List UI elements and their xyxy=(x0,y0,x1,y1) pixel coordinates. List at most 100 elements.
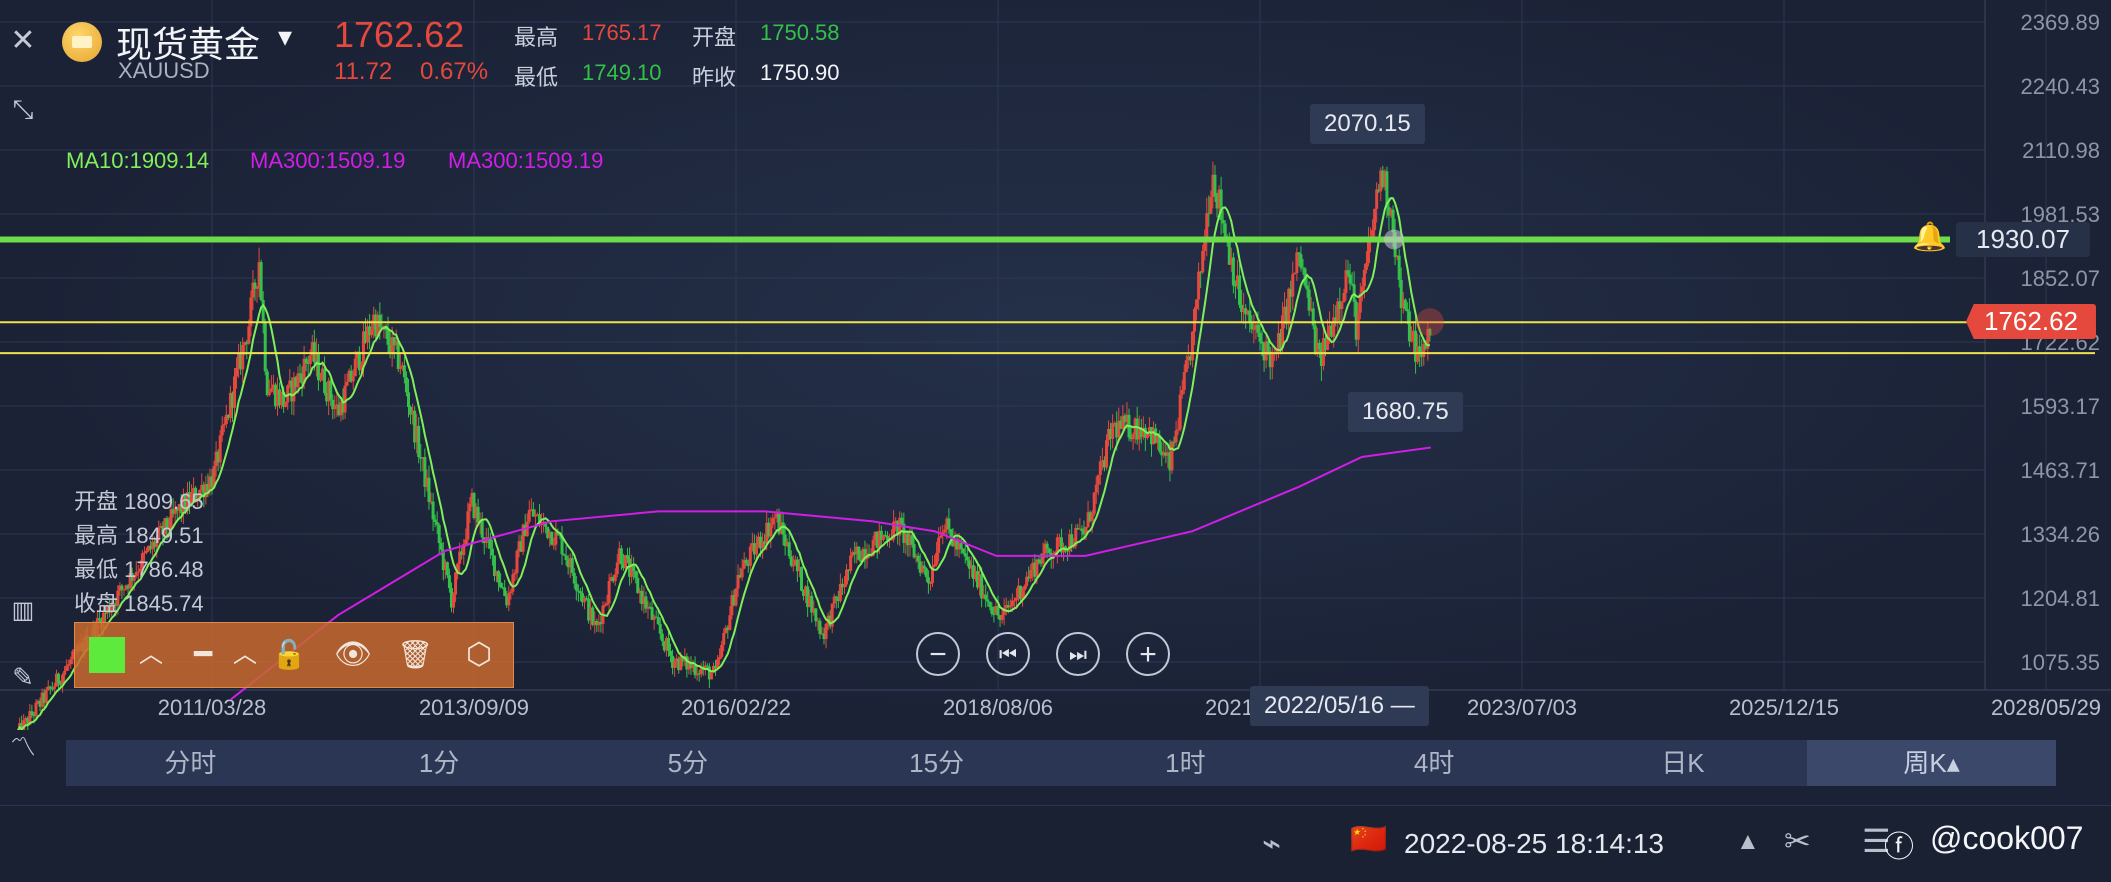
tab-5min[interactable]: 5分 xyxy=(667,748,709,778)
connection-icon[interactable]: ⌁ xyxy=(1262,825,1282,861)
indicator-tool-icon[interactable]: 〽 xyxy=(9,732,36,762)
price-change-pct: 0.67% xyxy=(420,58,489,85)
candle-body-80 xyxy=(179,504,183,514)
tab-daily[interactable]: 日K xyxy=(1661,748,1705,778)
candle-body-11 xyxy=(38,700,42,707)
candle-body-151 xyxy=(325,392,329,402)
candle-body-486 xyxy=(1010,600,1014,606)
candle-body-548 xyxy=(1137,428,1141,440)
candle-body-461 xyxy=(959,543,963,549)
candle-body-493 xyxy=(1025,576,1029,586)
tab-1min[interactable]: 1分 xyxy=(418,748,460,778)
candle-body-14 xyxy=(44,689,48,703)
candle-body-381 xyxy=(795,559,799,572)
candle-body-632 xyxy=(1309,308,1313,311)
color-swatch[interactable] xyxy=(89,637,125,673)
green-line-price-tag[interactable]: 1930.07 xyxy=(1956,222,2090,257)
candle-body-436 xyxy=(908,535,912,546)
candle-body-102 xyxy=(224,414,228,425)
candle-body-351 xyxy=(734,588,738,606)
candle-body-107 xyxy=(235,367,239,377)
candle-body-383 xyxy=(800,567,803,591)
timeframe-tabs[interactable]: 分时 1分 5分 15分 1时 4时 日K 周K▴ xyxy=(66,740,2056,786)
candle-body-50 xyxy=(118,585,122,591)
chevron-up-icon[interactable]: ︿ xyxy=(233,641,257,668)
candle-body-350 xyxy=(732,595,736,606)
candle-body-137 xyxy=(296,373,300,388)
candle-body-390 xyxy=(814,608,818,622)
tab-1hour[interactable]: 1时 xyxy=(1165,748,1206,778)
candle-body-557 xyxy=(1156,435,1160,444)
candle-body-175 xyxy=(374,314,378,337)
tab-15min[interactable]: 15分 xyxy=(909,748,965,778)
trash-icon[interactable]: 🗑 xyxy=(397,639,433,670)
candle-body-609 xyxy=(1262,343,1266,361)
unlock-icon[interactable]: 🔓 xyxy=(271,639,307,670)
candle-body-636 xyxy=(1317,342,1321,350)
candle-body-503 xyxy=(1045,543,1049,549)
current-price-tag: 1762.62 xyxy=(1966,304,2096,339)
pencil-tool-icon[interactable]: ✎ xyxy=(12,662,34,692)
chevron-up-icon[interactable]: ︿ xyxy=(139,641,163,668)
candle-body-59 xyxy=(136,571,140,573)
chevron-up-icon[interactable]: ▲ xyxy=(1736,828,1760,855)
tools-icon[interactable]: ✂ xyxy=(1784,823,1811,859)
tab-4hour[interactable]: 4时 xyxy=(1413,748,1455,778)
zoom-out-button[interactable]: − xyxy=(916,632,960,676)
tab-timeshare[interactable]: 分时 xyxy=(164,748,217,778)
candle-body-267 xyxy=(562,554,566,556)
instrument-name[interactable]: 现货黄金 xyxy=(116,24,261,65)
settings-icon[interactable]: ⬡ xyxy=(465,638,493,671)
candle-body-521 xyxy=(1082,531,1086,535)
candle-body-244 xyxy=(515,550,519,573)
candle-body-400 xyxy=(834,596,838,599)
tab-weekly[interactable]: 周K▴ xyxy=(1807,740,2056,786)
candle-body-466 xyxy=(969,565,973,569)
candle-body-570 xyxy=(1182,372,1186,390)
prev-close-value: 1750.90 xyxy=(760,60,840,85)
candle-body-95 xyxy=(210,476,214,488)
low-label: 最低 xyxy=(514,65,559,90)
candle-body-465 xyxy=(967,560,971,569)
candle-body-552 xyxy=(1145,431,1149,438)
price-chart[interactable]: 2369.892240.432110.981981.531852.071722.… xyxy=(0,0,2111,730)
zoom-in-button[interactable]: + xyxy=(1126,632,1170,676)
candle-body-679 xyxy=(1405,309,1409,312)
candle-body-209 xyxy=(443,562,447,571)
candle-body-527 xyxy=(1094,484,1098,493)
chevron-down-icon[interactable]: ▾ xyxy=(278,21,293,52)
candle-body-659 xyxy=(1364,263,1368,270)
jump-start-button[interactable]: ⏮ xyxy=(986,632,1030,676)
candle-body-119 xyxy=(259,262,263,300)
line-style-icon[interactable]: ━ xyxy=(193,638,213,671)
candle-body-121 xyxy=(263,323,267,372)
chart-area[interactable]: 2369.89 2240.43 2110.98 1981.53 1852.07 1722.… xyxy=(0,0,2111,730)
candle-body-173 xyxy=(370,329,374,336)
candle-body-266 xyxy=(560,535,564,555)
candle-body-325 xyxy=(681,656,685,662)
candle-body-544 xyxy=(1129,437,1133,440)
candle-body-471 xyxy=(980,574,984,599)
candle-body-53 xyxy=(124,585,128,590)
candle-body-316 xyxy=(662,641,666,651)
candle-body-156 xyxy=(335,404,339,407)
candle-body-376 xyxy=(785,542,789,546)
candle-body-596 xyxy=(1235,275,1239,287)
eye-icon[interactable]: 👁 xyxy=(333,638,373,671)
candle-body-378 xyxy=(789,556,793,566)
candle-body-125 xyxy=(271,384,275,389)
candle-body-631 xyxy=(1307,289,1311,311)
candle-body-382 xyxy=(797,567,801,572)
candle-body-114 xyxy=(249,297,253,327)
list-settings-icon[interactable]: ☰ xyxy=(1862,823,1891,859)
jump-end-button[interactable]: ⏭ xyxy=(1056,632,1100,676)
candle-body-523 xyxy=(1086,512,1090,527)
close-icon[interactable]: ✕ xyxy=(10,24,36,57)
collapse-icon[interactable]: ⤡ xyxy=(12,94,34,124)
drawing-toolbar[interactable]: ︿ ━ ︿ 🔓 👁 🗑 ⬡ xyxy=(74,622,514,688)
bell-icon[interactable]: 🔔 xyxy=(1912,221,1947,252)
candle-body-322 xyxy=(675,658,679,662)
candlestick-tool-icon[interactable]: ▥ xyxy=(11,597,35,624)
candle-body-281 xyxy=(591,607,595,625)
candle-body-524 xyxy=(1088,512,1092,521)
